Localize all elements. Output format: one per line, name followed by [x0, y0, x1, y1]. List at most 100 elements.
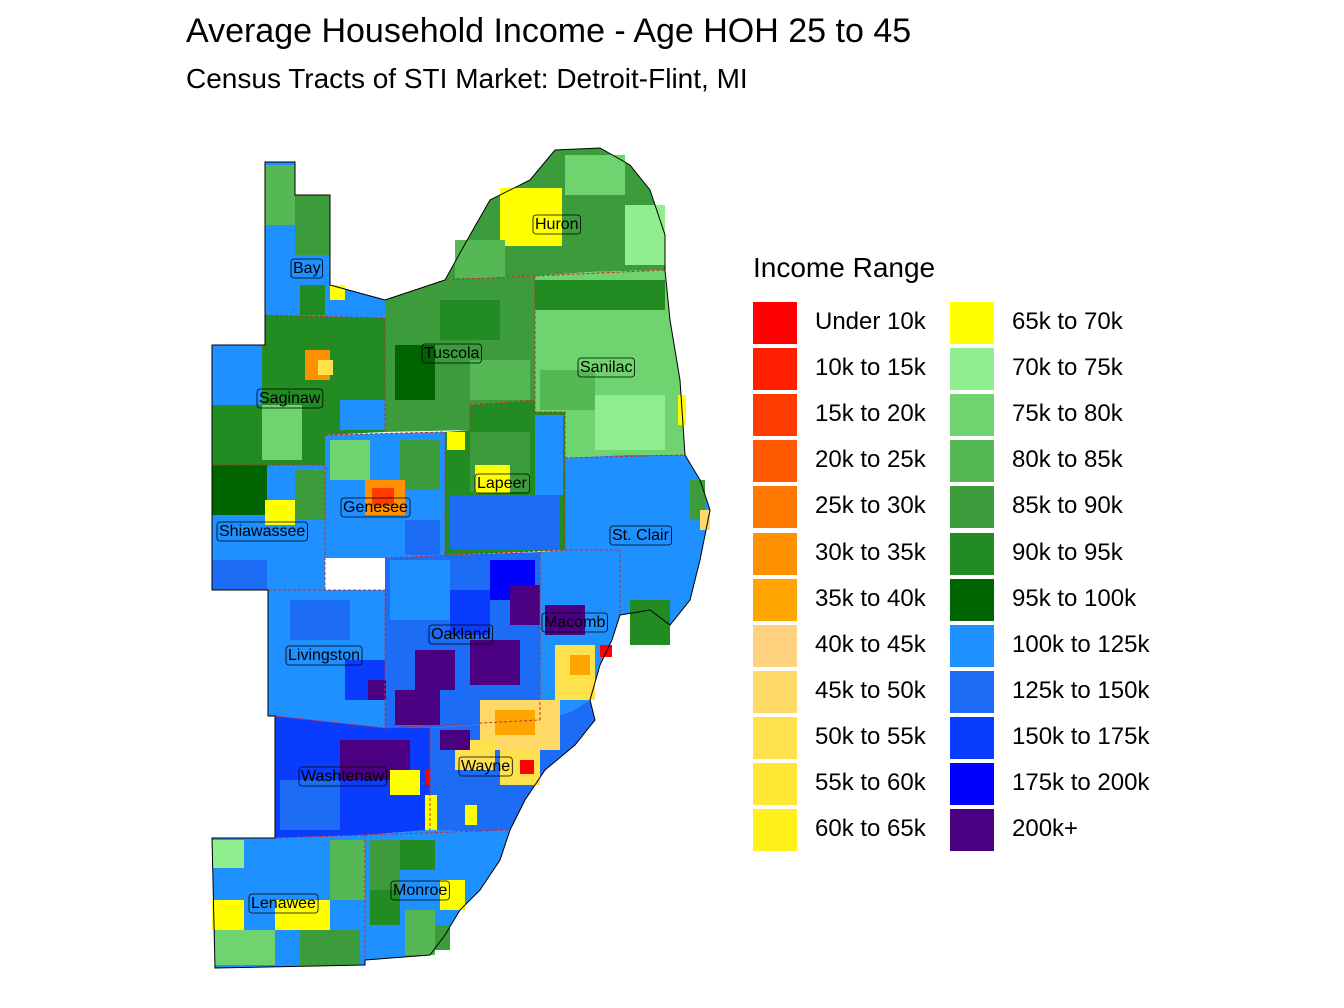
county-label-monroe: Monroe — [390, 880, 450, 901]
county-label-tuscola: Tuscola — [421, 343, 482, 364]
tract — [535, 280, 665, 310]
tract — [330, 440, 370, 480]
legend-swatch — [950, 486, 994, 529]
tract — [368, 680, 386, 700]
county-label-box — [285, 645, 363, 666]
county-label-box — [248, 893, 319, 914]
tract — [700, 510, 710, 530]
tract — [455, 240, 505, 278]
legend-swatch — [753, 578, 797, 621]
county-stclair — [565, 455, 710, 625]
tract — [318, 360, 333, 375]
county-name: Monroe — [393, 882, 447, 899]
county-name: Oakland — [431, 626, 491, 643]
county-label-lenawee: Lenawee — [248, 893, 319, 914]
county-label-washtenaw: Washtenaw — [298, 766, 387, 787]
tract — [600, 645, 612, 657]
tract — [330, 285, 345, 300]
county-label-stclair: St. Clair — [609, 525, 672, 546]
tract — [280, 780, 340, 830]
tract — [340, 400, 385, 430]
county-label-box — [458, 756, 513, 777]
county-label-huron: Huron — [532, 214, 581, 235]
county-label-box — [340, 497, 411, 518]
tract — [595, 395, 665, 450]
legend-swatch — [950, 302, 994, 344]
legend-swatch — [950, 809, 994, 852]
legend-swatch — [753, 624, 797, 667]
legend-label: 80k to 85k — [1012, 446, 1123, 474]
county-name: Genesee — [343, 499, 408, 516]
county-label-box — [541, 612, 608, 633]
legend-swatch — [753, 716, 797, 759]
county-label-box — [390, 880, 450, 901]
county-label-box — [421, 343, 482, 364]
county-label-shiawassee: Shiawassee — [216, 521, 308, 542]
tract — [540, 370, 595, 410]
county-label-box — [428, 624, 493, 645]
tract — [212, 560, 267, 590]
legend-swatch — [753, 440, 797, 483]
county-name: Huron — [535, 216, 579, 233]
county-label-saginaw: Saginaw — [256, 388, 324, 409]
tract — [447, 432, 465, 450]
tract — [520, 760, 534, 774]
tract — [475, 465, 510, 493]
tract — [390, 770, 420, 795]
county-name: Saginaw — [259, 390, 321, 407]
tract — [370, 890, 400, 925]
legend-swatch — [950, 578, 994, 621]
legend-label: 60k to 65k — [815, 815, 926, 843]
legend-label: 40k to 45k — [815, 630, 926, 658]
tract — [395, 690, 440, 725]
legend-swatch — [753, 763, 797, 805]
tract — [212, 465, 267, 515]
county-name: Bay — [293, 260, 321, 277]
legend-swatch — [753, 486, 797, 529]
legend-swatch — [950, 440, 994, 483]
legend-label: 200k+ — [1012, 815, 1079, 843]
tract — [440, 880, 465, 910]
tract — [405, 910, 435, 955]
legend-label: 70k to 75k — [1012, 354, 1123, 382]
legend-swatch — [950, 394, 994, 437]
county-name: Lapeer — [477, 475, 527, 492]
tract — [440, 730, 470, 750]
tract — [212, 900, 244, 930]
legend-swatch — [753, 394, 797, 437]
tract — [425, 795, 437, 830]
region-outline — [211, 147, 711, 969]
county-label-livingston: Livingston — [285, 645, 363, 666]
legend-swatch — [753, 809, 797, 852]
tract — [435, 925, 450, 950]
tract — [565, 155, 625, 195]
tract — [405, 520, 440, 555]
tract — [300, 930, 360, 965]
legend-label: 75k to 80k — [1012, 400, 1123, 428]
county-name: Lenawee — [251, 895, 316, 912]
legend-label: 50k to 55k — [815, 722, 926, 750]
county-name: Wayne — [461, 758, 510, 775]
tract — [265, 500, 295, 525]
county-label-genesee: Genesee — [340, 497, 411, 518]
tract — [290, 600, 350, 640]
tract — [395, 345, 435, 400]
legend-swatch — [753, 348, 797, 391]
choropleth-map: Huron Bay Tuscola Sanilac Saginaw Lapeer Genes… — [211, 147, 711, 969]
county-name: Washtenaw — [301, 768, 384, 785]
county-name: Tuscola — [424, 345, 480, 362]
county-label-box — [577, 357, 635, 378]
legend-label: 95k to 100k — [1012, 584, 1137, 612]
county-label-wayne: Wayne — [458, 756, 513, 777]
county-label-bay: Bay — [290, 258, 323, 279]
tract — [370, 840, 400, 890]
tract — [500, 188, 562, 246]
tract — [450, 495, 560, 550]
tract — [295, 470, 325, 520]
legend-label: 30k to 35k — [815, 538, 926, 566]
county-label-box — [298, 766, 387, 787]
county-name: Livingston — [288, 647, 360, 664]
legend-swatch — [950, 348, 994, 391]
county-label-sanilac: Sanilac — [577, 357, 635, 378]
tract — [212, 840, 244, 868]
